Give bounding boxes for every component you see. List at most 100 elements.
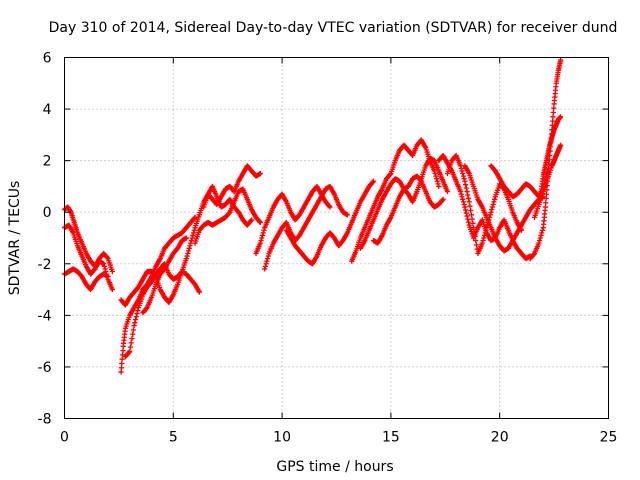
data-point: [457, 188, 464, 195]
y-tick-label: 2: [43, 154, 52, 170]
data-point: [257, 219, 263, 226]
data-marks: [61, 57, 564, 375]
data-point: [469, 216, 475, 222]
x-tick-label: 5: [169, 430, 178, 446]
data-point: [257, 219, 263, 225]
data-point: [488, 209, 494, 215]
x-tick-label: 10: [273, 430, 291, 446]
data-point: [439, 197, 445, 203]
data-point: [370, 179, 376, 185]
data-point: [464, 188, 470, 195]
data-point: [480, 237, 486, 244]
y-tick-label: 6: [43, 51, 52, 67]
x-tick-label: 25: [600, 430, 618, 446]
data-point: [466, 199, 472, 205]
data-point: [481, 235, 487, 241]
data-point: [109, 268, 115, 275]
data-point: [434, 178, 440, 184]
data-point: [460, 199, 467, 205]
data-point: [433, 173, 439, 179]
data-point: [105, 274, 111, 280]
data-point: [558, 57, 564, 63]
data-point: [467, 203, 473, 209]
data-point: [132, 317, 139, 323]
data-point: [132, 320, 138, 326]
data-point: [184, 253, 190, 259]
data-point: [248, 218, 254, 224]
data-point: [489, 204, 496, 210]
data-point: [465, 216, 471, 222]
data-point: [536, 240, 542, 246]
data-point: [344, 212, 350, 218]
data-point: [538, 232, 544, 239]
data-point: [457, 163, 464, 169]
data-point: [461, 201, 467, 208]
data-point: [327, 204, 333, 210]
data-point: [558, 114, 564, 120]
data-point: [185, 250, 191, 257]
data-point: [470, 225, 477, 231]
data-point: [462, 178, 468, 184]
data-point: [473, 237, 479, 244]
data-point: [104, 255, 110, 261]
data-point: [433, 176, 440, 182]
data-point: [128, 340, 134, 346]
x-tick-label: 15: [382, 430, 400, 446]
data-point: [459, 168, 465, 174]
data-point: [484, 225, 490, 231]
data-point: [196, 289, 203, 295]
data-point: [370, 178, 377, 184]
data-point: [185, 248, 192, 254]
data-point: [481, 232, 488, 239]
data-point: [249, 217, 255, 223]
data-point: [465, 192, 471, 198]
data-point: [131, 323, 137, 329]
data-point: [186, 245, 192, 251]
y-axis-label: SDTVAR / TECUs: [7, 181, 23, 296]
data-point: [130, 331, 136, 337]
data-point: [489, 207, 495, 213]
x-tick-label: 0: [60, 430, 69, 446]
plot-frame: [64, 57, 609, 419]
data-point: [262, 266, 268, 272]
y-tick-label: -4: [38, 308, 52, 324]
data-point: [326, 203, 332, 209]
data-point: [483, 227, 489, 233]
data-point: [257, 240, 263, 246]
data-point: [191, 215, 197, 221]
data-point: [263, 261, 269, 267]
data-point: [127, 348, 133, 355]
data-point: [129, 335, 135, 342]
data-point: [109, 286, 115, 293]
data-point: [458, 165, 464, 171]
data-point: [101, 261, 107, 267]
data-point: [191, 230, 197, 236]
data-point: [265, 253, 271, 259]
data-point: [536, 237, 543, 244]
data-point: [460, 173, 467, 179]
data-point: [472, 233, 478, 239]
y-tick-label: -6: [38, 360, 52, 376]
data-point: [183, 235, 189, 241]
data-point: [471, 229, 477, 235]
data-point: [127, 344, 134, 350]
data-point: [261, 227, 267, 233]
data-point: [259, 232, 266, 239]
data-point: [387, 171, 393, 177]
data-point: [460, 170, 466, 177]
data-point: [436, 183, 442, 190]
data-point: [264, 258, 270, 264]
data-point: [487, 212, 493, 218]
data-point: [262, 263, 269, 269]
y-tick-label: -8: [38, 412, 52, 428]
data-point: [479, 240, 485, 246]
data-point: [462, 204, 468, 210]
data-point: [491, 199, 497, 205]
data-point: [188, 237, 195, 244]
data-point: [468, 212, 475, 218]
data-point: [490, 201, 496, 208]
data-point: [189, 235, 195, 241]
data-point: [465, 219, 472, 225]
data-point: [464, 213, 470, 219]
x-tick-label: 20: [491, 430, 509, 446]
